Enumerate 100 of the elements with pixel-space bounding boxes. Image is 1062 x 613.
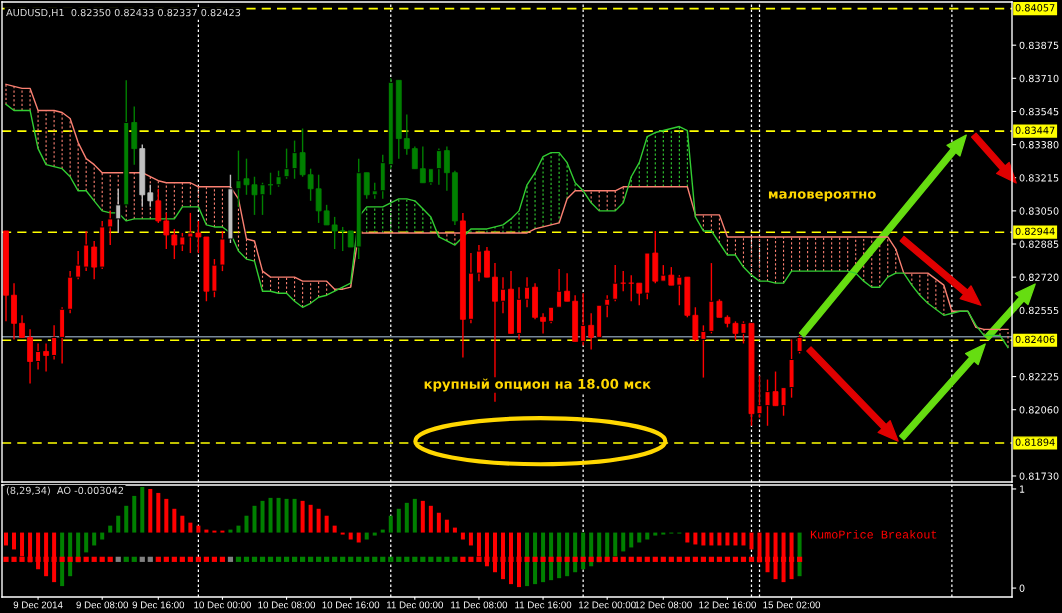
bar	[605, 532, 610, 560]
bar	[372, 532, 377, 536]
candlestick	[796, 334, 803, 355]
bar	[380, 529, 385, 533]
bar	[356, 532, 361, 543]
bar	[84, 532, 89, 553]
ref-line-label: 0.81894	[1015, 438, 1055, 446]
candlestick	[475, 244, 482, 282]
bar	[228, 529, 233, 533]
candlestick	[588, 312, 595, 351]
bar	[468, 532, 473, 546]
bar	[436, 512, 441, 533]
x-tick-label: 10 Dec 16:00	[322, 601, 380, 609]
bar	[693, 532, 698, 545]
candlestick	[51, 324, 58, 361]
bar	[124, 505, 129, 533]
bar	[725, 532, 730, 546]
candlestick	[411, 145, 418, 170]
candlestick	[339, 226, 346, 252]
candlestick	[604, 294, 611, 319]
y-tick-label: 0.82555	[1019, 306, 1059, 315]
bar	[404, 502, 409, 533]
bar	[4, 532, 9, 546]
chart-title: (8,29,34) AO -0.003042	[6, 486, 124, 496]
bar	[316, 508, 321, 533]
y-tick-label: 0.83710	[1019, 74, 1059, 83]
bar	[517, 532, 522, 588]
x-tick-label: 12 Dec 08:00	[635, 601, 692, 609]
bar	[653, 532, 658, 536]
y-tick-label: 0.81730	[1019, 472, 1059, 480]
bar	[116, 515, 121, 533]
bar	[108, 525, 113, 533]
bar	[100, 532, 105, 540]
candlestick	[540, 312, 546, 335]
ref-line-label: 0.82406	[1015, 335, 1055, 344]
candlestick	[676, 274, 683, 306]
candlestick	[612, 264, 619, 302]
candlestick	[363, 172, 370, 200]
x-tick-label: 11 Dec 00:00	[387, 601, 443, 609]
y-tick-label: 0.82060	[1019, 406, 1059, 414]
y-tick-label: 0.83215	[1019, 174, 1059, 182]
y-tick-label: 0.82225	[1019, 373, 1059, 381]
candlestick	[43, 342, 49, 373]
bar	[156, 492, 161, 533]
bar	[324, 515, 329, 533]
x-tick-label: 9 Dec 2014	[13, 601, 63, 609]
bar	[244, 515, 249, 533]
y-tick-label: 0.82885	[1019, 240, 1059, 248]
candlestick	[524, 276, 531, 308]
x-tick-label: 11 Dec 08:00	[451, 601, 508, 609]
bar	[276, 497, 281, 533]
bar	[364, 532, 369, 540]
candlestick	[443, 145, 450, 192]
candlestick	[171, 228, 178, 260]
bar	[396, 508, 401, 533]
candlestick	[83, 230, 90, 272]
bar	[717, 532, 722, 546]
candlestick	[323, 204, 330, 226]
ref-line-label: 0.83447	[1015, 126, 1055, 134]
y-tick-label: 1	[1020, 485, 1025, 493]
bar	[92, 532, 97, 546]
candlestick	[564, 272, 571, 302]
ref-line-label: 0.82944	[1015, 227, 1055, 235]
x-tick-label: 10 Dec 08:00	[258, 601, 316, 609]
x-tick-label: 11 Dec 16:00	[515, 601, 572, 609]
bar	[12, 532, 17, 550]
y-tick-label: 0	[1019, 584, 1025, 592]
bar	[204, 529, 209, 533]
bar	[685, 532, 690, 543]
y-tick-label: 0.83545	[1019, 107, 1059, 116]
x-tick-label: 9 Dec 16:00	[132, 601, 185, 609]
bar	[284, 498, 289, 533]
y-tick-label: 0.83875	[1019, 41, 1059, 50]
candlestick	[35, 342, 42, 371]
bar	[420, 500, 425, 533]
x-tick-label: 9 Dec 08:00	[76, 601, 129, 609]
bar	[412, 498, 417, 533]
y-tick-label: 0.82720	[1019, 273, 1059, 281]
candlestick	[91, 240, 98, 280]
candlestick	[580, 292, 587, 347]
candlestick	[435, 147, 442, 186]
x-tick-label: 15 Dec 02:00	[763, 601, 821, 609]
bar	[701, 532, 706, 546]
bar	[637, 532, 642, 543]
bar	[140, 486, 145, 533]
bar	[308, 504, 313, 533]
y-tick-label: 0.83380	[1019, 141, 1059, 149]
candlestick	[556, 268, 563, 308]
bar	[268, 497, 273, 533]
bar	[148, 488, 153, 533]
bar	[645, 532, 650, 540]
x-tick-label: 12 Dec 16:00	[699, 601, 756, 609]
candlestick	[19, 314, 25, 339]
bar	[300, 500, 305, 533]
candlestick	[668, 266, 675, 286]
bar	[709, 532, 714, 546]
bar	[733, 532, 738, 546]
bar	[452, 527, 457, 533]
candlestick	[636, 282, 643, 306]
text: AUDUSD,H1 0.82350 0.82433 0.82337 0.82423	[6, 8, 241, 18]
